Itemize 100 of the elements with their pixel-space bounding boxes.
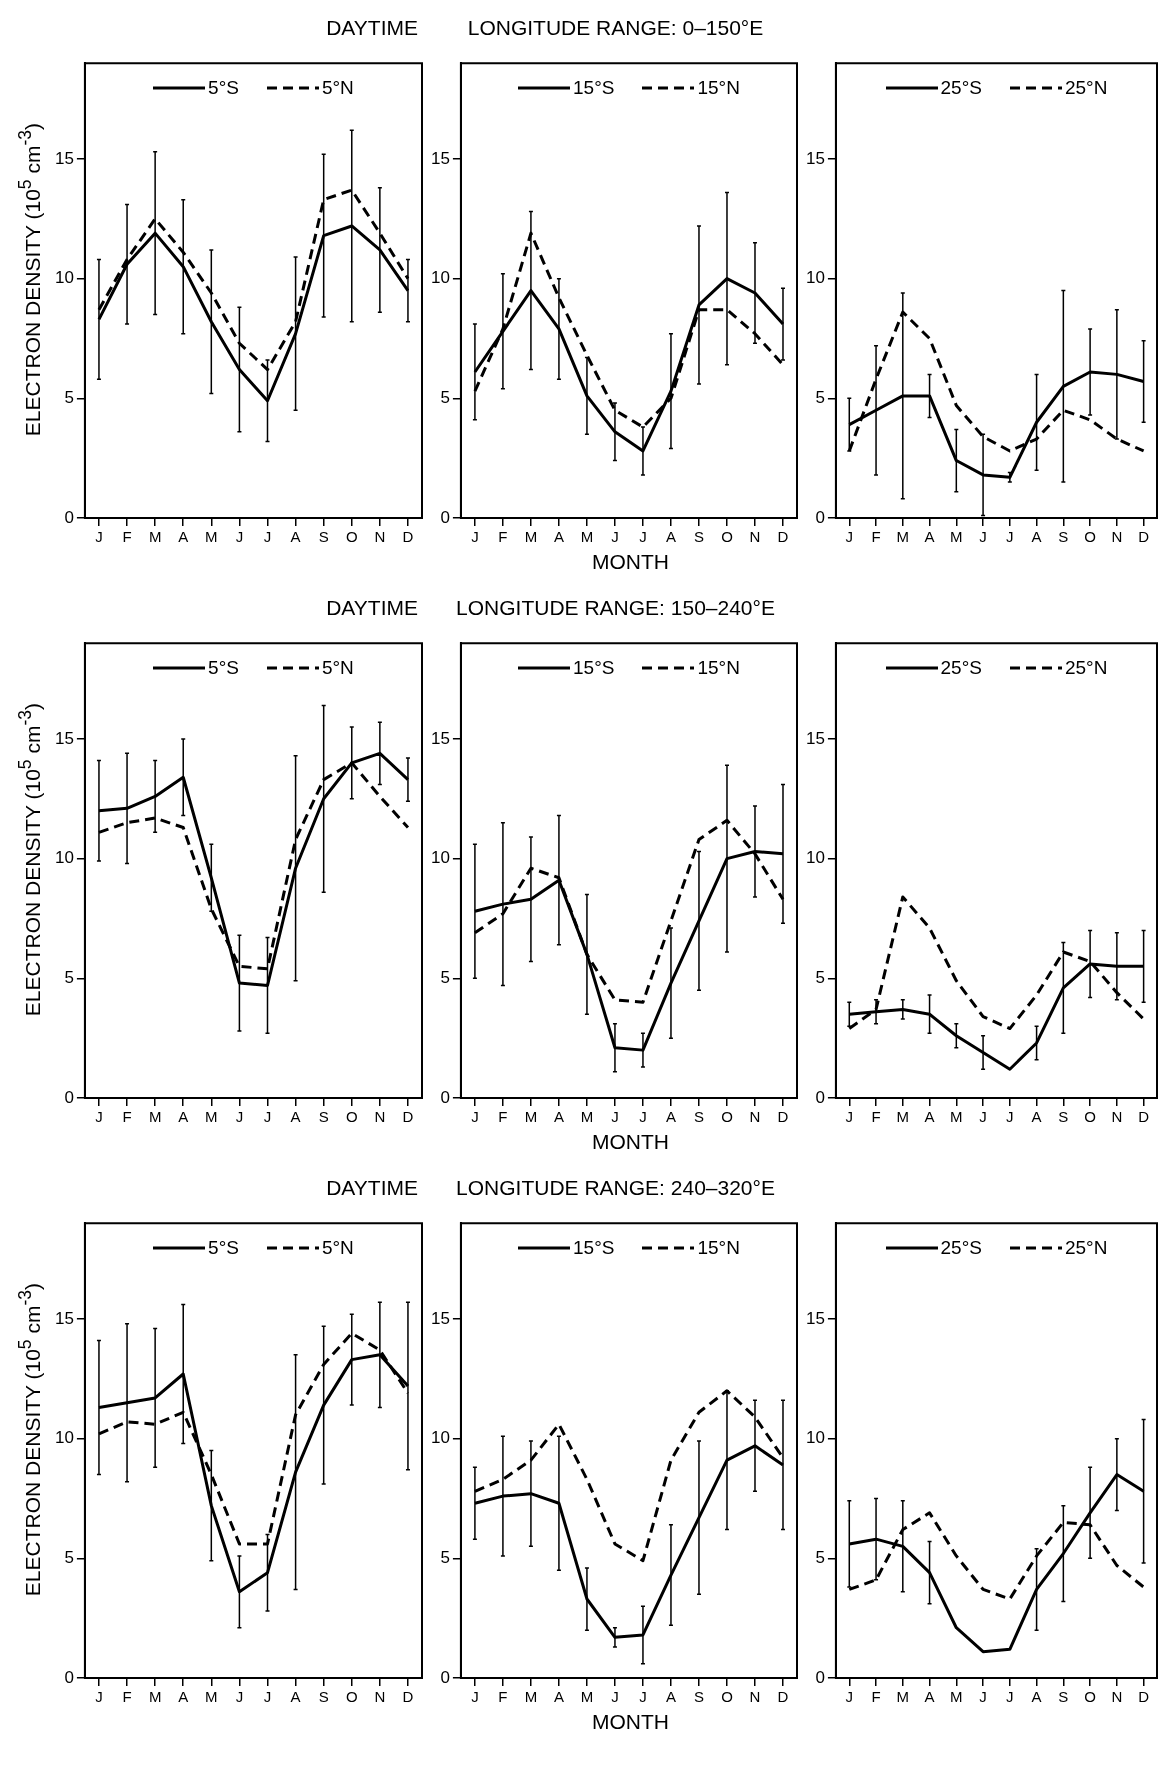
y-tick-label: 0 <box>440 507 450 527</box>
x-tick-label: M <box>580 528 594 546</box>
x-tick-label: A <box>1031 1108 1042 1126</box>
x-tick-label: F <box>871 1688 881 1706</box>
x-tick-label: M <box>896 1688 910 1706</box>
x-tick-label: M <box>950 528 963 546</box>
y-tick-label: 10 <box>805 268 825 288</box>
x-tick-label: N <box>749 1688 761 1706</box>
x-tick-label: J <box>235 1108 244 1126</box>
x-tick-label: S <box>1058 1108 1069 1126</box>
x-tick-label: J <box>235 528 244 546</box>
y-tick-label: 10 <box>54 848 74 868</box>
legend-label: 5°N <box>321 1237 354 1260</box>
legend-label: 25°N <box>1064 657 1108 680</box>
x-tick-label: O <box>721 1108 733 1126</box>
x-tick-label: A <box>553 1108 564 1126</box>
x-tick-label: M <box>205 1108 218 1126</box>
x-tick-label: J <box>471 528 479 546</box>
x-tick-label: J <box>979 1688 987 1706</box>
x-tick-label: F <box>122 1688 132 1706</box>
x-tick-label: J <box>611 1108 619 1126</box>
x-tick-label: A <box>178 528 189 546</box>
x-tick-label: N <box>749 1108 761 1126</box>
y-tick-label: 15 <box>430 148 450 168</box>
x-tick-label: D <box>402 528 414 546</box>
x-tick-label: J <box>1006 1688 1014 1706</box>
y-tick-label: 15 <box>805 1308 825 1328</box>
x-tick-label: D <box>777 1688 789 1706</box>
x-tick-label: A <box>290 1688 301 1706</box>
x-tick-label: M <box>580 1688 594 1706</box>
x-tick-label: J <box>979 528 987 546</box>
x-tick-label: J <box>95 1688 103 1706</box>
x-tick-label: S <box>318 528 329 546</box>
y-tick-label: 0 <box>815 1087 825 1107</box>
y-tick-label: 5 <box>440 1548 450 1567</box>
x-tick-label: M <box>148 1108 162 1126</box>
y-tick-label: 0 <box>64 1667 74 1687</box>
x-tick-label: D <box>1138 1108 1150 1126</box>
x-tick-label: M <box>896 1108 910 1126</box>
x-tick-label: J <box>639 528 647 546</box>
y-tick-label: 0 <box>440 1087 450 1107</box>
x-tick-label: N <box>374 1108 386 1126</box>
x-tick-label: A <box>1031 528 1042 546</box>
legend-label: 25°S <box>940 1237 982 1260</box>
chart-title: LONGITUDE RANGE: 150–240°E <box>456 596 775 619</box>
x-tick-label: M <box>950 1108 963 1126</box>
x-tick-label: N <box>1111 1108 1123 1126</box>
x-tick-label: D <box>777 1108 789 1126</box>
y-tick-label: 15 <box>430 1308 450 1328</box>
x-tick-label: O <box>1084 1108 1096 1126</box>
x-tick-label: M <box>524 1688 538 1706</box>
x-tick-label: M <box>148 528 162 546</box>
x-tick-label: O <box>1084 528 1096 546</box>
y-tick-label: 0 <box>815 507 825 527</box>
x-tick-label: A <box>665 528 676 546</box>
x-tick-label: J <box>471 1108 479 1126</box>
x-tick-label: S <box>318 1108 329 1126</box>
x-tick-label: S <box>693 528 704 546</box>
x-tick-label: M <box>524 1108 538 1126</box>
chart-title: LONGITUDE RANGE: 240–320°E <box>456 1176 775 1199</box>
legend-label: 25°N <box>1064 77 1108 100</box>
legend-label: 15°S <box>573 77 615 100</box>
y-tick-label: 10 <box>430 848 450 868</box>
x-tick-label: J <box>235 1688 244 1706</box>
x-tick-label: S <box>318 1688 329 1706</box>
x-tick-label: O <box>345 1688 358 1706</box>
x-tick-label: J <box>1006 528 1014 546</box>
y-tick-label: 0 <box>815 1667 825 1687</box>
legend-label: 5°N <box>321 657 354 680</box>
chart-title: DAYTIME <box>326 596 418 619</box>
legend-label: 5°N <box>321 77 354 100</box>
x-tick-label: M <box>205 1688 218 1706</box>
x-tick-label: F <box>122 528 132 546</box>
chart-title: LONGITUDE RANGE: 0–150°E <box>467 16 764 39</box>
x-tick-label: F <box>871 1108 881 1126</box>
chart-title: DAYTIME <box>326 16 418 39</box>
x-tick-label: A <box>178 1688 189 1706</box>
y-tick-label: 10 <box>430 1428 450 1448</box>
y-tick-label: 10 <box>805 1428 825 1448</box>
x-tick-label: F <box>498 528 508 546</box>
legend-label: 5°S <box>208 657 239 680</box>
legend-label: 25°S <box>940 657 982 680</box>
x-tick-label: A <box>290 528 301 546</box>
x-tick-label: M <box>524 528 538 546</box>
x-axis-title: MONTH <box>592 1130 669 1153</box>
x-tick-label: A <box>553 1688 564 1706</box>
x-tick-label: J <box>263 1688 272 1706</box>
x-tick-label: M <box>205 528 218 546</box>
line-series <box>473 1389 785 1563</box>
x-tick-label: M <box>580 1108 594 1126</box>
x-tick-label: S <box>693 1108 704 1126</box>
legend-label: 15°S <box>573 1237 615 1260</box>
x-tick-label: A <box>665 1688 676 1706</box>
x-tick-label: J <box>263 528 272 546</box>
y-tick-label: 15 <box>805 148 825 168</box>
y-tick-label: 0 <box>64 1087 74 1107</box>
x-tick-label: O <box>721 528 733 546</box>
x-tick-label: A <box>665 1108 676 1126</box>
legend-label: 15°N <box>697 77 740 100</box>
x-tick-label: J <box>611 1688 619 1706</box>
